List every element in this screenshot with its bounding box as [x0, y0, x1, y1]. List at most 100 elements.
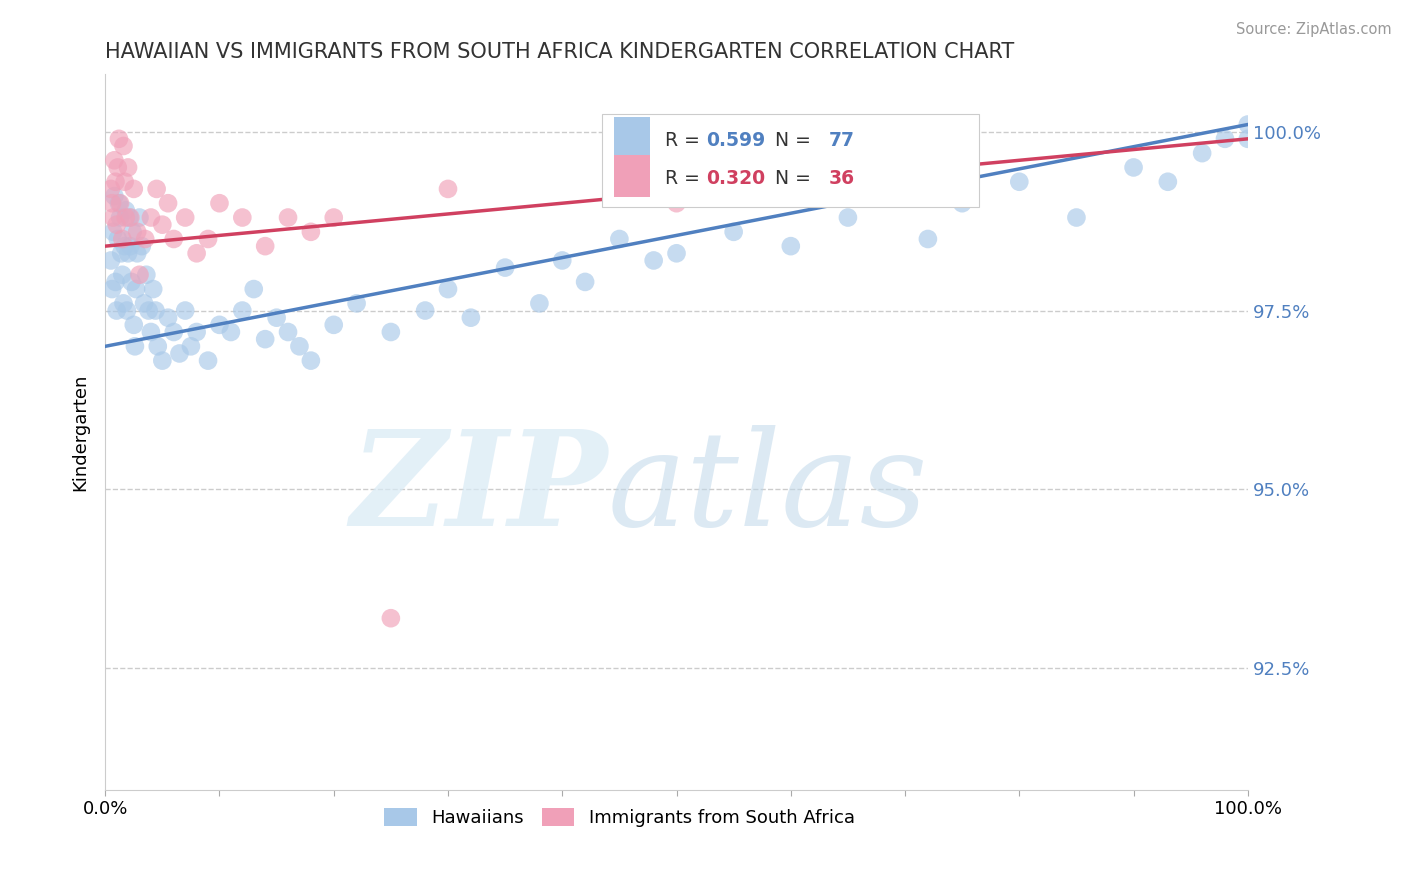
Point — [346, 296, 368, 310]
Point — [138, 303, 160, 318]
Point — [1237, 118, 1260, 132]
Point — [574, 275, 596, 289]
Point — [103, 225, 125, 239]
FancyBboxPatch shape — [602, 114, 980, 207]
Point — [122, 318, 145, 332]
Point — [254, 239, 277, 253]
Point — [108, 196, 131, 211]
Point — [277, 325, 299, 339]
Point — [120, 239, 142, 253]
Point — [231, 303, 253, 318]
Point — [124, 339, 146, 353]
Point — [254, 332, 277, 346]
Point — [111, 232, 134, 246]
Point — [139, 211, 162, 225]
Text: R =: R = — [665, 131, 706, 150]
Point — [529, 296, 551, 310]
Point — [112, 139, 135, 153]
Point — [277, 211, 299, 225]
Text: atlas: atlas — [607, 425, 928, 554]
Point — [242, 282, 264, 296]
Point — [413, 303, 436, 318]
Point — [219, 325, 242, 339]
Point — [145, 303, 167, 318]
Point — [150, 218, 173, 232]
Point — [208, 196, 231, 211]
Point — [146, 339, 169, 353]
Point — [107, 161, 129, 175]
Point — [665, 246, 688, 260]
Point — [1191, 146, 1213, 161]
Point — [145, 182, 167, 196]
Point — [101, 282, 124, 296]
Point — [127, 225, 149, 239]
Point — [460, 310, 482, 325]
Point — [128, 211, 150, 225]
Point — [114, 239, 136, 253]
Point — [117, 246, 139, 260]
Point — [122, 182, 145, 196]
FancyBboxPatch shape — [613, 118, 650, 160]
Text: ZIP: ZIP — [350, 425, 607, 554]
Point — [1213, 132, 1236, 146]
Text: 0.320: 0.320 — [706, 169, 765, 187]
Point — [103, 153, 125, 168]
Point — [186, 246, 208, 260]
Point — [103, 211, 125, 225]
Y-axis label: Kindergarten: Kindergarten — [72, 374, 89, 491]
Point — [132, 296, 155, 310]
Point — [437, 282, 460, 296]
Point — [135, 268, 157, 282]
Point — [779, 239, 801, 253]
Point — [115, 303, 138, 318]
Point — [131, 239, 153, 253]
Point — [1157, 175, 1180, 189]
Text: N =: N = — [763, 131, 817, 150]
Point — [104, 275, 127, 289]
Point — [112, 296, 135, 310]
Point — [380, 325, 402, 339]
Point — [114, 175, 136, 189]
Point — [117, 161, 139, 175]
Point — [114, 211, 136, 225]
Point — [157, 310, 180, 325]
Legend: Hawaiians, Immigrants from South Africa: Hawaiians, Immigrants from South Africa — [377, 801, 862, 835]
Point — [125, 282, 148, 296]
Point — [322, 211, 344, 225]
Point — [266, 310, 288, 325]
Point — [157, 196, 180, 211]
Point — [494, 260, 516, 275]
Point — [100, 253, 122, 268]
Point — [108, 196, 131, 211]
Point — [121, 225, 143, 239]
Text: 0.599: 0.599 — [706, 131, 765, 150]
Point — [127, 246, 149, 260]
Point — [288, 339, 311, 353]
Point — [180, 339, 202, 353]
Point — [128, 268, 150, 282]
Text: R =: R = — [665, 169, 706, 187]
Point — [1066, 211, 1088, 225]
Point — [1237, 132, 1260, 146]
Point — [197, 232, 219, 246]
Point — [105, 218, 128, 232]
Point — [437, 182, 460, 196]
Point — [142, 282, 165, 296]
Point — [107, 232, 129, 246]
Point — [174, 303, 197, 318]
Point — [208, 318, 231, 332]
Text: Source: ZipAtlas.com: Source: ZipAtlas.com — [1236, 22, 1392, 37]
Point — [231, 211, 253, 225]
Point — [1122, 161, 1144, 175]
Point — [101, 196, 124, 211]
Point — [111, 268, 134, 282]
FancyBboxPatch shape — [613, 155, 650, 197]
Point — [380, 611, 402, 625]
Point — [108, 211, 131, 225]
Point — [110, 246, 132, 260]
Point — [837, 211, 859, 225]
Point — [105, 303, 128, 318]
Point — [894, 182, 917, 196]
Point — [723, 225, 745, 239]
Point — [299, 353, 322, 368]
